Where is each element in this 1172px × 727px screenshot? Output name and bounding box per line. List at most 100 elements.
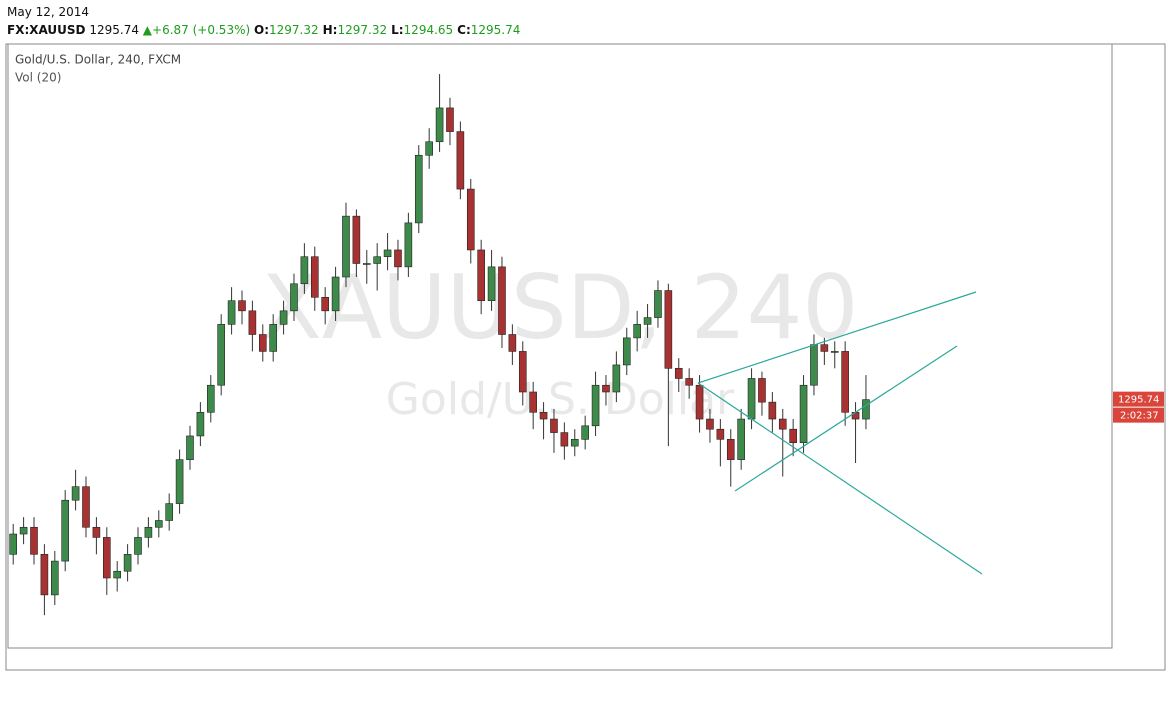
candle-body	[841, 351, 849, 413]
candle-body	[633, 324, 641, 339]
price-tag-bg	[1113, 391, 1164, 407]
candle-body	[404, 222, 413, 268]
candle-body	[622, 337, 631, 366]
header: May 12, 2014 FX:XAUUSD 1295.74 ▲+6.87 (+…	[7, 3, 524, 39]
candle-body	[830, 351, 839, 353]
candle-body	[394, 249, 402, 268]
candle-body	[446, 107, 454, 132]
trend-line	[734, 345, 958, 492]
field-label: C:	[457, 23, 471, 37]
candle-body	[612, 364, 621, 393]
candle-body	[758, 378, 766, 403]
candle-body	[518, 351, 527, 393]
symbol[interactable]: FX:XAUUSD	[7, 23, 86, 37]
candle-body	[674, 368, 683, 379]
candle-body	[175, 459, 184, 504]
candle-body	[165, 503, 173, 521]
candle-body	[768, 401, 777, 420]
candle-body	[664, 290, 673, 369]
candle-body	[685, 378, 693, 386]
candle-body	[706, 418, 714, 430]
candle-body	[560, 432, 569, 447]
candle-body	[238, 300, 246, 312]
candle-body	[61, 499, 69, 562]
candle-body	[539, 411, 548, 420]
last-price: 1295.74	[89, 23, 139, 37]
change: +6.87 (+0.53%)	[152, 23, 251, 37]
candle-body	[30, 526, 38, 555]
legend-subtitle: Vol (20)	[15, 71, 61, 85]
candle-body	[602, 384, 610, 393]
field-label: H:	[322, 23, 338, 37]
candle-body	[279, 310, 288, 325]
candle-body	[71, 486, 80, 501]
candle-body	[498, 266, 506, 335]
candle-body	[206, 384, 215, 413]
field-value: 1297.32	[337, 23, 388, 37]
candle-body	[196, 411, 205, 437]
candle-body	[19, 526, 28, 535]
candle-body	[186, 435, 194, 460]
candle-body	[737, 418, 745, 460]
watermark: XAUUSD, 240	[262, 256, 859, 359]
candle-body	[300, 256, 309, 285]
legend-title: Gold/U.S. Dollar, 240, FXCM	[15, 53, 181, 67]
candle-body	[217, 324, 225, 386]
candle-body	[154, 520, 163, 528]
candle-body	[799, 384, 808, 444]
watermark-subtitle: Gold/U.S. Dollar	[386, 374, 735, 425]
candle-body	[425, 141, 433, 156]
outer-frame	[5, 43, 1166, 671]
candle-body	[466, 188, 475, 251]
candle-body	[82, 486, 90, 528]
candle-body	[487, 266, 496, 301]
field-label: O:	[254, 23, 269, 37]
candle-body	[810, 344, 818, 386]
up-arrow: ▲	[142, 23, 153, 37]
trend-line	[697, 291, 977, 384]
candle-body	[144, 526, 153, 538]
field-value: 1294.65	[403, 23, 454, 37]
candle-body	[331, 276, 340, 312]
candle-body	[310, 256, 319, 298]
candle-body	[290, 283, 298, 312]
candle-body	[529, 391, 537, 413]
candle-body	[747, 378, 756, 420]
candle-body	[9, 533, 17, 555]
candle-body	[716, 428, 725, 440]
candle-body	[102, 537, 111, 579]
candle-body	[643, 317, 652, 325]
candle-body	[570, 439, 579, 447]
candle-body	[435, 107, 444, 143]
candle-body	[789, 428, 797, 444]
candle-body	[508, 334, 517, 352]
candle-body	[383, 249, 392, 258]
candle-body	[591, 384, 600, 427]
candle-body	[40, 554, 49, 596]
candle-body	[362, 263, 371, 265]
candle-body	[248, 310, 257, 335]
candle-body	[113, 570, 121, 579]
candle-body	[269, 324, 277, 352]
trend-lines	[697, 291, 983, 575]
trend-line	[697, 382, 983, 575]
date: May 12, 2014	[7, 5, 90, 19]
candle-body	[321, 297, 329, 312]
candle-body	[695, 384, 704, 420]
candle-body	[342, 215, 350, 278]
field-value: 1295.74	[470, 23, 521, 37]
candle-body	[862, 399, 870, 420]
candle-body	[726, 439, 735, 460]
candle-body	[414, 154, 423, 224]
countdown: 2:02:37	[1120, 411, 1159, 422]
candle-body	[477, 249, 485, 301]
candle-body	[227, 300, 236, 325]
field-label: L:	[391, 23, 404, 37]
candle-body	[373, 256, 381, 264]
candle-body	[778, 418, 787, 430]
candle-body	[456, 131, 465, 190]
candle-body	[50, 560, 59, 596]
quote-line: FX:XAUUSD 1295.74 ▲+6.87 (+0.53%) O: 1297…	[7, 21, 524, 39]
